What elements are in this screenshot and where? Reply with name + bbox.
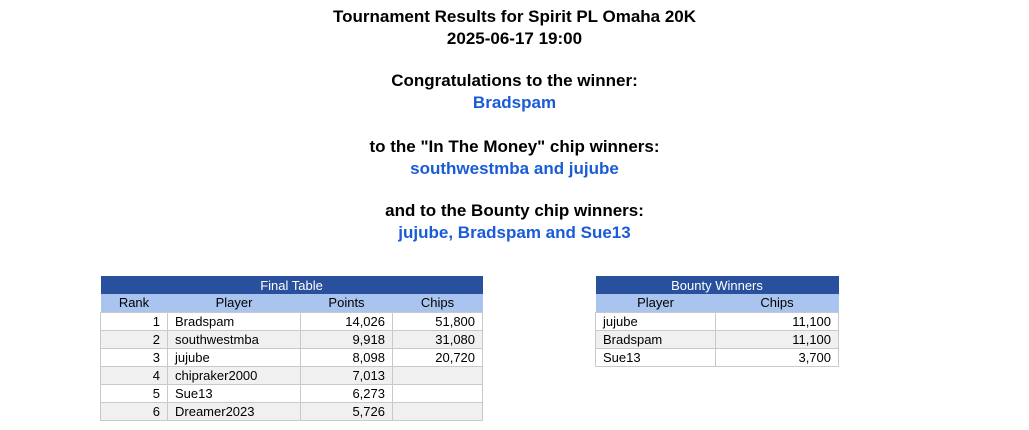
final-table: Final Table Rank Player Points Chips 1 Br… xyxy=(100,276,484,421)
points-cell: 5,726 xyxy=(300,401,393,421)
player-cell: Sue13 xyxy=(595,347,716,367)
table-row: Sue13 3,700 xyxy=(595,347,840,367)
winner-names: Bradspam xyxy=(472,93,557,112)
chips-cell xyxy=(391,365,484,385)
page-title-line2: 2025-06-17 19:00 xyxy=(446,29,583,48)
rank-cell: 6 xyxy=(100,401,168,421)
chips-cell: 31,080 xyxy=(391,329,484,349)
bounty-heading: and to the Bounty chip winners: xyxy=(385,201,644,220)
table-row: jujube 11,100 xyxy=(595,311,840,331)
table-row: 2 southwestmba 9,918 31,080 xyxy=(100,329,484,349)
table-row: 1 Bradspam 14,026 51,800 xyxy=(100,311,484,331)
player-cell: Dreamer2023 xyxy=(167,401,301,421)
itm-names: southwestmba and jujube xyxy=(410,159,619,178)
page-headings: Tournament Results for Spirit PL Omaha 2… xyxy=(0,7,1029,244)
bounty-table-title-row: Bounty Winners xyxy=(595,276,839,294)
rank-cell: 5 xyxy=(100,383,168,403)
player-cell: chipraker2000 xyxy=(167,365,301,385)
winner-heading: Congratulations to the winner: xyxy=(391,71,638,90)
table-row: 6 Dreamer2023 5,726 xyxy=(100,401,484,421)
player-cell: jujube xyxy=(167,347,301,367)
points-cell: 14,026 xyxy=(300,311,393,331)
table-row: 3 jujube 8,098 20,720 xyxy=(100,347,484,367)
player-cell: Bradspam xyxy=(595,329,716,349)
chips-cell: 20,720 xyxy=(391,347,484,367)
column-header-points: Points xyxy=(300,294,393,313)
bounty-table-header-row: Player Chips xyxy=(595,294,839,313)
points-cell: 6,273 xyxy=(300,383,393,403)
rank-cell: 4 xyxy=(100,365,168,385)
rank-cell: 2 xyxy=(100,329,168,349)
column-header-rank: Rank xyxy=(100,294,168,313)
points-cell: 9,918 xyxy=(300,329,393,349)
chips-cell xyxy=(391,383,484,403)
itm-heading: to the "In The Money" chip winners: xyxy=(369,137,660,156)
player-cell: jujube xyxy=(595,311,716,331)
rank-cell: 3 xyxy=(100,347,168,367)
chips-cell: 11,100 xyxy=(714,311,840,331)
table-row: 4 chipraker2000 7,013 xyxy=(100,365,484,385)
points-cell: 8,098 xyxy=(300,347,393,367)
page-title-line1: Tournament Results for Spirit PL Omaha 2… xyxy=(332,7,697,26)
bounty-names: jujube, Bradspam and Sue13 xyxy=(398,223,631,242)
rank-cell: 1 xyxy=(100,311,168,331)
player-cell: southwestmba xyxy=(167,329,301,349)
chips-cell: 51,800 xyxy=(391,311,484,331)
player-cell: Sue13 xyxy=(167,383,301,403)
column-header-player: Player xyxy=(167,294,301,313)
bounty-table-title: Bounty Winners xyxy=(595,276,839,294)
itm-section: to the "In The Money" chip winners: sout… xyxy=(0,136,1029,180)
column-header-chips: Chips xyxy=(392,294,483,313)
bounty-section: and to the Bounty chip winners: jujube, … xyxy=(0,200,1029,244)
final-table-header-row: Rank Player Points Chips xyxy=(100,294,483,313)
chips-cell xyxy=(391,401,484,421)
table-row: 5 Sue13 6,273 xyxy=(100,383,484,403)
chips-cell: 11,100 xyxy=(714,329,840,349)
final-table-title: Final Table xyxy=(100,276,483,294)
table-row: Bradspam 11,100 xyxy=(595,329,840,349)
chips-cell: 3,700 xyxy=(714,347,840,367)
points-cell: 7,013 xyxy=(300,365,393,385)
column-header-player: Player xyxy=(595,294,716,313)
winner-section: Congratulations to the winner: Bradspam xyxy=(0,70,1029,114)
final-table-title-row: Final Table xyxy=(100,276,483,294)
bounty-table: Bounty Winners Player Chips jujube 11,100… xyxy=(595,276,840,367)
player-cell: Bradspam xyxy=(167,311,301,331)
column-header-chips: Chips xyxy=(715,294,839,313)
